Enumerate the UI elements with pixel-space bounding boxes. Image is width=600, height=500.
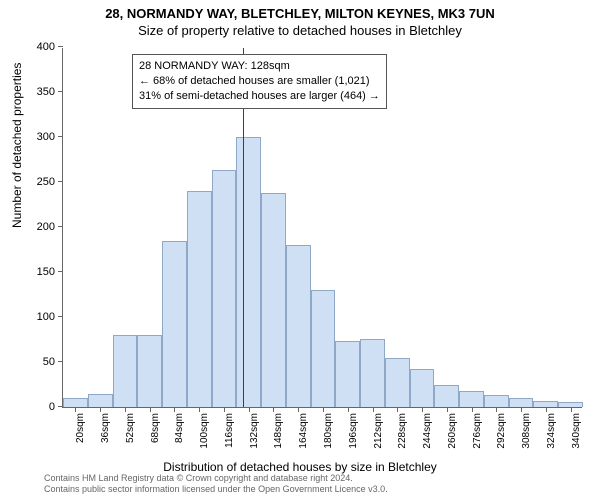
x-tick-label: 340sqm (571, 413, 582, 449)
x-tick-label: 196sqm (348, 413, 359, 449)
x-tick-label: 148sqm (273, 413, 284, 449)
x-tick-label: 180sqm (323, 413, 334, 449)
histogram-bar (187, 191, 212, 407)
credit-text: Contains HM Land Registry data © Crown c… (44, 473, 388, 496)
annotation-line: ← 68% of detached houses are smaller (1,… (139, 74, 380, 89)
histogram-bar (286, 245, 311, 407)
y-tick-label: 100 (37, 311, 55, 323)
histogram-bar (212, 170, 237, 407)
histogram-bar (484, 395, 509, 407)
x-tick-label: 212sqm (373, 413, 384, 449)
x-tick-label: 308sqm (521, 413, 532, 449)
x-tick-label: 116sqm (224, 413, 235, 448)
histogram-bar (410, 369, 435, 407)
x-tick-label: 164sqm (298, 413, 309, 449)
x-tick-label: 260sqm (447, 413, 458, 449)
x-tick-label: 132sqm (249, 413, 260, 449)
annotation-box: 28 NORMANDY WAY: 128sqm ← 68% of detache… (132, 54, 387, 109)
histogram-bar (385, 358, 410, 408)
histogram-bar (335, 341, 360, 407)
y-tick-label: 350 (37, 86, 55, 98)
annotation-line: 28 NORMANDY WAY: 128sqm (139, 59, 380, 74)
y-tick-label: 150 (37, 266, 55, 278)
y-tick-label: 200 (37, 221, 55, 233)
histogram-bar (509, 398, 534, 407)
y-tick-label: 250 (37, 176, 55, 188)
histogram-bar (88, 394, 113, 408)
x-tick-label: 84sqm (174, 413, 185, 443)
y-tick-label: 0 (49, 401, 55, 413)
x-tick-label: 100sqm (199, 413, 210, 449)
y-tick-label: 50 (43, 356, 55, 368)
x-tick-label: 276sqm (472, 413, 483, 449)
x-tick-label: 20sqm (75, 413, 86, 443)
y-tick-label: 300 (37, 131, 55, 143)
histogram-bar (459, 391, 484, 407)
credit-line: Contains HM Land Registry data © Crown c… (44, 473, 388, 485)
credit-line: Contains public sector information licen… (44, 484, 388, 496)
y-tick-label: 400 (37, 41, 55, 53)
x-tick-label: 228sqm (397, 413, 408, 449)
x-tick-label: 68sqm (150, 413, 161, 443)
x-tick-label: 36sqm (100, 413, 111, 443)
x-tick-label: 292sqm (496, 413, 507, 449)
histogram-bar (113, 335, 138, 407)
histogram-bar (137, 335, 162, 407)
histogram-bar (360, 339, 385, 407)
y-axis-label: Number of detached properties (10, 63, 24, 228)
histogram-bar (63, 398, 88, 407)
page-title-2: Size of property relative to detached ho… (0, 21, 600, 38)
histogram-bar (236, 137, 261, 407)
x-tick-label: 244sqm (422, 413, 433, 449)
page-title-1: 28, NORMANDY WAY, BLETCHLEY, MILTON KEYN… (0, 0, 600, 21)
histogram-bar (434, 385, 459, 407)
histogram-chart: 05010015020025030035040020sqm36sqm52sqm6… (62, 48, 582, 408)
x-tick-label: 52sqm (125, 413, 136, 443)
histogram-bar (261, 193, 286, 407)
histogram-bar (311, 290, 336, 407)
histogram-bar (162, 241, 187, 408)
annotation-line: 31% of semi-detached houses are larger (… (139, 89, 380, 104)
x-tick-label: 324sqm (546, 413, 557, 449)
